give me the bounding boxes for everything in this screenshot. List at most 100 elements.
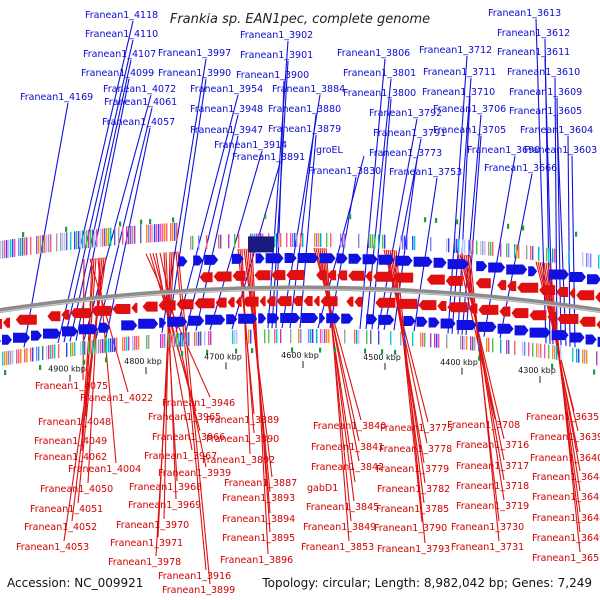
forward-gene-label: groEL <box>316 145 344 156</box>
feature-stripe <box>324 329 326 344</box>
reverse-gene-label: Franean1_4050 <box>40 484 113 495</box>
reverse-connector <box>63 257 107 542</box>
feature-stripe <box>544 344 546 359</box>
feature-stripe <box>402 235 404 250</box>
feature-stripe <box>104 228 106 247</box>
feature-stripe <box>84 340 86 355</box>
feature-stripe <box>80 230 82 249</box>
feature-stripe <box>126 336 128 351</box>
marker-tick <box>435 217 438 223</box>
reverse-gene-label: Franean1_4062 <box>34 452 107 463</box>
feature-stripe <box>218 234 220 249</box>
reverse-gene-label: Franean1_3849 <box>303 522 376 533</box>
reverse-gene-label: Franean1_3853 <box>301 542 374 553</box>
marker-tick <box>394 349 397 355</box>
feature-stripe <box>486 337 488 352</box>
feature-stripe <box>62 232 64 251</box>
feature-stripe <box>108 227 110 246</box>
reverse-connector <box>393 250 423 523</box>
feature-stripe <box>508 340 510 354</box>
feature-stripe <box>412 236 414 250</box>
feature-stripe <box>42 235 44 254</box>
scale-ticks: 4900 kbp 4800 kbp 4700 kbp 4600 kbp 4500 kbp… <box>48 351 556 383</box>
feature-stripe <box>404 331 406 346</box>
feature-stripe <box>460 335 462 350</box>
feature-stripe <box>598 254 600 269</box>
feature-stripe <box>148 224 150 243</box>
forward-gene-label: Franean1_3712 <box>419 45 492 56</box>
feature-stripe <box>90 340 92 355</box>
reverse-gene-label: Franean1_3716 <box>456 440 529 451</box>
feature-stripe <box>482 241 484 256</box>
reverse-gene-arrow <box>445 275 463 286</box>
feature-stripe <box>378 234 380 249</box>
feature-stripe <box>48 345 50 360</box>
marker-tick <box>349 214 352 220</box>
forward-connector <box>95 107 153 339</box>
reverse-connector <box>461 254 505 461</box>
reverse-connector <box>155 252 193 451</box>
forward-gene-arrow <box>456 320 477 330</box>
feature-stripe <box>506 339 508 354</box>
feature-stripe <box>358 329 360 344</box>
feature-stripe <box>556 345 558 360</box>
feature-stripe <box>60 232 62 251</box>
feature-stripe <box>46 345 48 360</box>
feature-stripe <box>132 336 134 351</box>
marker-tick <box>83 359 86 365</box>
reverse-gene-arrow <box>557 314 579 324</box>
reverse-gene-arrow <box>112 304 131 314</box>
reverse-gene-arrow <box>475 278 491 289</box>
feature-stripe <box>400 235 402 250</box>
marker-tick <box>235 348 238 354</box>
feature-stripe <box>148 334 150 349</box>
feature-stripe <box>70 231 72 250</box>
reverse-gene-label: Franean1_4049 <box>34 436 107 447</box>
feature-stripe <box>76 231 78 250</box>
reverse-connector <box>71 257 105 522</box>
feature-stripe <box>20 238 22 256</box>
feature-stripe <box>290 329 292 343</box>
forward-gene-arrow <box>378 314 395 325</box>
backbone-highlight <box>0 288 600 313</box>
feature-stripe <box>72 342 74 357</box>
feature-stripe <box>178 332 180 347</box>
forward-gene-label: Franean1_3705 <box>433 125 506 136</box>
forward-gene-label: Franean1_3947 <box>190 125 263 136</box>
marker-tick <box>334 347 337 353</box>
feature-stripe <box>590 253 592 268</box>
reverse-gene-label: Franean1_3793 <box>377 544 450 555</box>
feature-stripe <box>164 333 166 348</box>
forward-gene-label: Franean1_3891 <box>232 152 305 163</box>
forward-gene-arrow <box>569 332 585 343</box>
forward-gene-label: Franean1_3954 <box>190 84 263 95</box>
forward-gene-arrow <box>433 257 447 268</box>
reverse-gene-arrow <box>131 302 138 313</box>
feature-stripe <box>316 233 318 248</box>
feature-stripe <box>162 223 164 242</box>
forward-gene-label: Franean1_3884 <box>272 84 345 95</box>
forward-gene-arrow <box>188 315 205 326</box>
reverse-gene-label: Franean1_3842 <box>311 462 384 473</box>
feature-stripe <box>454 238 456 253</box>
forward-connector <box>289 114 317 329</box>
feature-stripe <box>74 342 76 356</box>
feature-stripe <box>528 342 530 357</box>
feature-stripe <box>150 224 152 243</box>
feature-stripe <box>166 223 168 242</box>
forward-gene-label: Franean1_3610 <box>507 67 580 78</box>
reverse-gene-label: Franean1_3644 <box>532 472 600 483</box>
feature-stripe <box>582 349 584 364</box>
feature-stripe <box>250 329 252 344</box>
feature-stripe <box>6 240 8 258</box>
reverse-gene-arrow <box>354 296 363 307</box>
feature-stripe <box>70 342 72 357</box>
feature-stripe <box>274 233 276 248</box>
forward-connector <box>69 59 132 342</box>
forward-gene-arrow <box>428 317 440 328</box>
forward-gene-arrow <box>319 253 336 264</box>
feature-stripe <box>88 229 90 248</box>
feature-stripe <box>354 329 356 344</box>
reverse-gene-label: Franean1_3778 <box>379 444 452 455</box>
forward-connector <box>83 94 152 341</box>
